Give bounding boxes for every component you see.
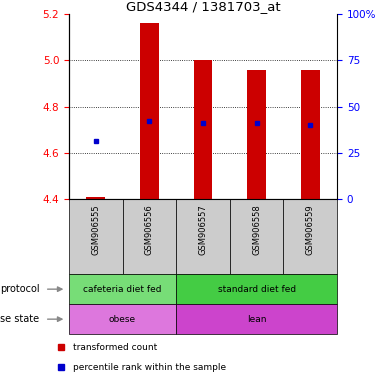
Text: GSM906558: GSM906558 — [252, 204, 261, 255]
Title: GDS4344 / 1381703_at: GDS4344 / 1381703_at — [126, 0, 280, 13]
Text: standard diet fed: standard diet fed — [218, 285, 296, 294]
Text: protocol: protocol — [0, 284, 39, 294]
Bar — [283, 199, 337, 274]
Text: transformed count: transformed count — [73, 343, 157, 351]
Bar — [69, 304, 176, 334]
Text: cafeteria diet fed: cafeteria diet fed — [83, 285, 162, 294]
Text: GSM906556: GSM906556 — [145, 204, 154, 255]
Bar — [176, 304, 337, 334]
Text: GSM906559: GSM906559 — [306, 204, 315, 255]
Text: obese: obese — [109, 314, 136, 324]
Bar — [140, 23, 159, 199]
Bar — [87, 197, 105, 199]
Bar — [247, 70, 266, 199]
Bar — [69, 199, 123, 274]
Bar — [230, 199, 283, 274]
Bar — [69, 274, 176, 304]
Bar — [123, 199, 176, 274]
Bar — [176, 274, 337, 304]
Bar — [193, 60, 212, 199]
Text: lean: lean — [247, 314, 266, 324]
Bar — [301, 70, 319, 199]
Text: percentile rank within the sample: percentile rank within the sample — [73, 363, 226, 372]
Text: GSM906557: GSM906557 — [198, 204, 208, 255]
Text: GSM906555: GSM906555 — [91, 204, 100, 255]
Text: disease state: disease state — [0, 314, 39, 324]
Bar — [176, 199, 230, 274]
